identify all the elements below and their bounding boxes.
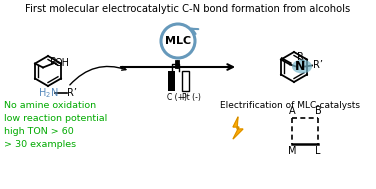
Text: B: B	[315, 106, 321, 116]
FancyArrowPatch shape	[70, 66, 126, 85]
Text: No amine oxidation: No amine oxidation	[4, 101, 96, 110]
Text: A: A	[289, 106, 295, 116]
Text: Pt (-): Pt (-)	[182, 93, 201, 102]
Ellipse shape	[292, 60, 312, 74]
Bar	[182, 71, 189, 91]
Text: R: R	[297, 53, 304, 63]
Text: low reaction potential: low reaction potential	[4, 114, 107, 123]
Text: N: N	[295, 60, 305, 73]
Text: high TON > 60: high TON > 60	[4, 127, 74, 136]
Text: R: R	[50, 57, 57, 67]
Text: Electrification of MLC-catalysts: Electrification of MLC-catalysts	[220, 101, 360, 110]
Text: R’: R’	[313, 60, 323, 70]
Text: OH: OH	[54, 57, 69, 67]
Text: H$_2$N: H$_2$N	[38, 86, 58, 100]
Text: R’: R’	[67, 88, 77, 98]
Text: M: M	[288, 146, 296, 156]
Text: L: L	[315, 146, 321, 156]
Polygon shape	[233, 117, 243, 139]
Bar	[168, 71, 175, 91]
Text: C (+): C (+)	[167, 93, 187, 102]
Text: MLC: MLC	[165, 36, 191, 46]
Text: First molecular electrocatalytic C-N bond formation from alcohols: First molecular electrocatalytic C-N bon…	[25, 4, 351, 14]
Text: > 30 examples: > 30 examples	[4, 140, 76, 149]
